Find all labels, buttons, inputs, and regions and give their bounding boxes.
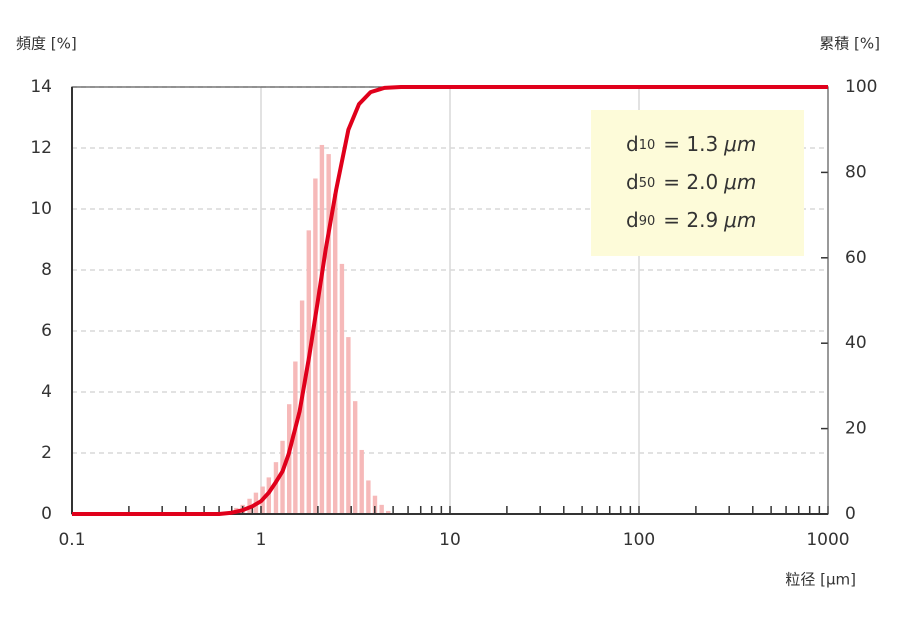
- annotation-unit: μm: [723, 208, 756, 232]
- y-tick-label: 0: [41, 504, 52, 524]
- annotation: d10 = 1.3 μm: [626, 132, 756, 156]
- y2-tick-label: 40: [845, 333, 867, 353]
- x-tick-label: 0.1: [58, 530, 85, 550]
- y2-tick-label: 60: [845, 248, 867, 268]
- x-tick-label: 100: [623, 530, 655, 550]
- bar: [372, 495, 378, 514]
- cumulative-line: [72, 85, 828, 516]
- bar: [326, 154, 331, 514]
- axes: 0 2 4 6 8 10 12 14 0 20 40 60 80 100 0.1 1 10 100 1000: [30, 77, 877, 550]
- bar: [333, 193, 338, 514]
- x-tick-label: 1000: [806, 530, 849, 550]
- annotation-symbol: d: [626, 170, 639, 194]
- annotation-unit: μm: [723, 132, 756, 156]
- bar: [266, 477, 272, 514]
- bar: [306, 230, 311, 514]
- bar: [319, 144, 325, 514]
- bar: [313, 178, 318, 514]
- y2-axis-label: 累積 [%]: [819, 35, 880, 53]
- bar: [280, 440, 285, 514]
- y-axis-label: 頻度 [%]: [16, 35, 77, 53]
- y2-tick-label: 20: [845, 419, 867, 439]
- bar: [386, 510, 391, 514]
- annotation-text: = 2.0: [663, 170, 718, 194]
- bar: [379, 504, 384, 514]
- y2-tick-label: 100: [845, 77, 877, 97]
- lines: [72, 85, 828, 516]
- y2-tick-label: 80: [845, 162, 867, 182]
- y2-tick-label: 0: [845, 504, 856, 524]
- x-tick-label: 1: [256, 530, 267, 550]
- y-tick-label: 14: [30, 77, 52, 97]
- y-tick-label: 6: [41, 321, 52, 341]
- annotation-text: = 1.3: [663, 132, 718, 156]
- y-tick-label: 10: [30, 199, 52, 219]
- annotation-symbol: d: [626, 132, 639, 156]
- x-axis-label: 粒径 [μm]: [785, 571, 856, 589]
- x-tick-label: 10: [439, 530, 461, 550]
- annotation-unit: μm: [723, 170, 756, 194]
- y-tick-label: 12: [30, 138, 52, 158]
- bar: [293, 361, 298, 514]
- y-tick-label: 2: [41, 443, 52, 463]
- annotation-subscript: 90: [639, 214, 656, 229]
- bar: [273, 462, 279, 514]
- bar: [352, 401, 358, 514]
- y-tick-label: 4: [41, 382, 52, 402]
- annotation: d90 = 2.9 μm: [626, 208, 756, 232]
- bar: [339, 263, 345, 514]
- annotation-text: = 2.9: [663, 208, 718, 232]
- bar: [359, 449, 364, 514]
- annotation-symbol: d: [626, 208, 639, 232]
- bar: [346, 337, 351, 514]
- bar: [366, 480, 371, 514]
- annotation: d50 = 2.0 μm: [626, 170, 756, 194]
- annotation-box: [591, 110, 804, 256]
- bar: [287, 404, 292, 514]
- annotation-subscript: 10: [639, 138, 656, 153]
- y-tick-label: 8: [41, 260, 52, 280]
- annotation-subscript: 50: [639, 176, 656, 191]
